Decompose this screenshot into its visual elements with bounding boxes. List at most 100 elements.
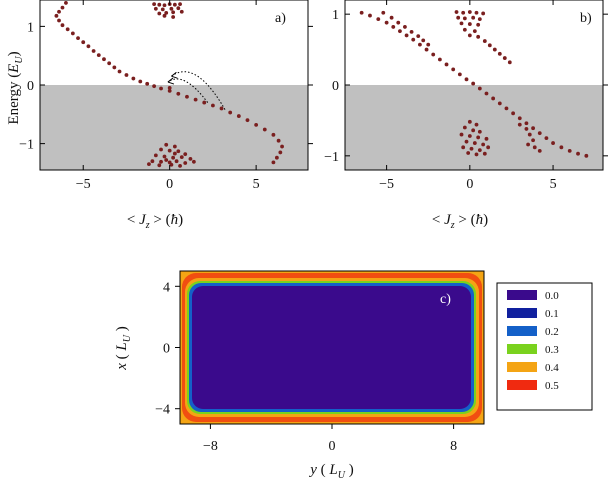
panel-a-points: [54, 1, 284, 168]
colorbar-swatch: [507, 290, 537, 300]
data-point: [544, 136, 549, 141]
data-point: [457, 72, 462, 77]
data-point: [476, 135, 481, 140]
data-point: [183, 152, 188, 157]
data-point: [471, 15, 476, 20]
data-point: [185, 94, 189, 99]
data-point: [172, 151, 177, 156]
data-point: [526, 142, 530, 147]
data-point: [112, 65, 117, 70]
panel-b-x-ticks: −5 0 5: [379, 0, 557, 192]
data-point: [462, 16, 467, 21]
panel-a-label: a): [275, 11, 286, 26]
colorbar-label: 0.3: [545, 344, 559, 356]
data-point: [171, 15, 176, 19]
data-point: [162, 3, 167, 8]
data-point: [171, 10, 176, 15]
data-point: [567, 148, 572, 153]
data-point: [487, 43, 492, 48]
data-point: [471, 128, 476, 133]
data-point: [477, 148, 482, 153]
y-tick-label: 1: [332, 8, 339, 23]
colorbar-swatch: [507, 380, 537, 390]
data-point: [527, 132, 532, 137]
data-point: [551, 141, 555, 145]
data-point: [107, 61, 112, 66]
data-point: [537, 131, 542, 136]
data-point: [531, 138, 535, 143]
colorbar-swatch: [507, 308, 537, 318]
data-point: [524, 121, 529, 126]
data-point: [484, 91, 489, 96]
data-point: [476, 34, 481, 39]
data-point: [492, 47, 497, 52]
data-point: [65, 27, 70, 32]
x-tick-label: 8: [450, 439, 457, 454]
data-point: [176, 6, 181, 11]
data-point: [167, 86, 172, 90]
data-point: [398, 29, 402, 34]
colorbar-label: 0.2: [545, 326, 559, 338]
x-tick-label: −8: [203, 439, 218, 454]
data-point: [418, 42, 422, 47]
data-point: [421, 38, 426, 43]
data-point: [381, 10, 386, 15]
data-point: [389, 15, 394, 20]
panel-a-arrows: [167, 71, 226, 110]
data-point: [524, 127, 529, 131]
data-point: [172, 2, 177, 7]
data-point: [409, 29, 414, 34]
data-point: [117, 69, 122, 74]
data-point: [169, 6, 174, 11]
data-point: [124, 73, 129, 77]
data-point: [461, 145, 466, 150]
panel-a-y-ticks: −1 0 1: [19, 20, 313, 153]
data-point: [464, 77, 469, 82]
data-point: [159, 86, 163, 91]
colorbar-label: 0.4: [545, 362, 559, 374]
data-point: [482, 151, 487, 156]
data-point: [172, 144, 177, 149]
x-tick-label: 0: [466, 177, 473, 192]
data-point: [160, 7, 165, 12]
data-point: [164, 142, 169, 147]
panel-b-y-ticks: −1 0 1: [324, 8, 608, 165]
x-tick-label: −5: [379, 177, 394, 192]
data-point: [81, 40, 86, 45]
data-point: [466, 151, 471, 155]
x-tick-label: 0: [329, 439, 336, 454]
data-point: [517, 122, 522, 127]
y-tick-label: −1: [324, 150, 339, 165]
x-tick-label: −5: [76, 177, 91, 192]
data-point: [167, 88, 172, 93]
data-point: [183, 161, 188, 165]
panel-c-label: c): [440, 292, 451, 307]
panel-b: −5 0 5 −1 0 1 b) < Jz > (ħ): [324, 0, 608, 231]
data-point: [474, 10, 479, 15]
y-tick-label: −1: [19, 138, 34, 153]
data-point: [431, 52, 436, 57]
panel-c: −8 0 8 −4 0 4 c) y ( LU ) x ( LU ) 0.0 0.1 0.2…: [114, 270, 593, 481]
data-point: [138, 79, 143, 84]
panel-c-ylabel: x ( LU ): [114, 326, 133, 371]
panel-a-ylabel: Energy (EU): [6, 51, 25, 124]
svg-text:< Jz > (ħ): < Jz > (ħ): [432, 212, 488, 231]
data-point: [517, 116, 522, 121]
data-point: [384, 20, 389, 25]
data-point: [477, 17, 482, 22]
data-point: [276, 138, 281, 143]
x-tick-label: 5: [550, 177, 557, 192]
data-point: [159, 159, 163, 164]
data-point: [477, 129, 482, 134]
data-point: [262, 127, 267, 132]
data-point: [96, 53, 101, 58]
data-point: [504, 106, 509, 111]
data-point: [57, 9, 61, 14]
data-point: [477, 86, 482, 91]
svg-text:x ( LU ): x ( LU ): [114, 326, 133, 371]
data-point: [159, 147, 163, 152]
data-point: [131, 76, 136, 81]
data-point: [461, 10, 466, 15]
data-point: [91, 49, 96, 53]
data-point: [481, 142, 486, 147]
